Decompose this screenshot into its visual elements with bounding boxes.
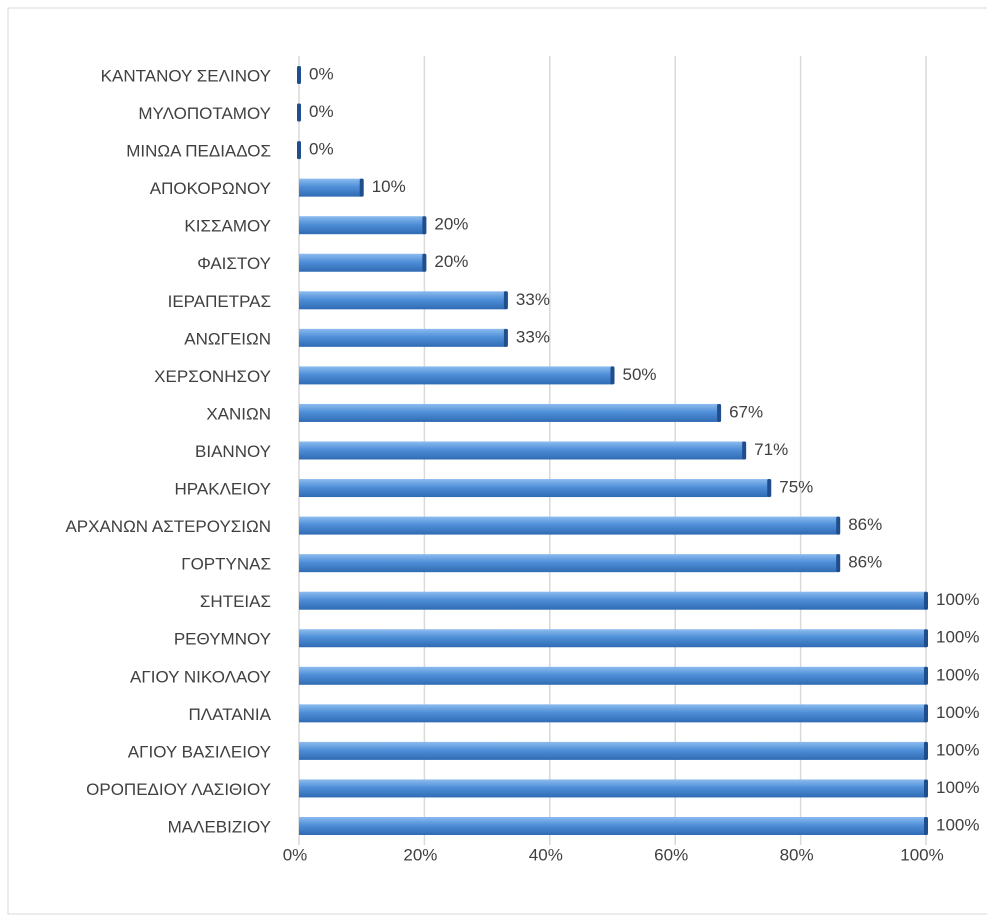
bar <box>299 441 745 460</box>
data-label: 0% <box>309 102 334 121</box>
data-label: 100% <box>936 740 979 759</box>
x-tick-label: 20% <box>403 845 437 864</box>
y-tick-label: ΚΙΣΣΑΜΟΥ <box>184 217 271 236</box>
bar-end <box>422 253 427 272</box>
bar <box>299 741 926 760</box>
data-label: 86% <box>848 553 882 572</box>
bar <box>299 479 770 498</box>
bar <box>299 591 926 610</box>
bar-end <box>297 66 301 84</box>
data-label: 86% <box>848 515 882 534</box>
bar <box>299 554 839 573</box>
y-tick-label: ΧΕΡΣΟΝΗΣΟΥ <box>154 367 271 386</box>
bar <box>299 666 926 685</box>
data-label: 0% <box>309 64 334 83</box>
y-tick-label: ΜΥΛΟΠΟΤΑΜΟΥ <box>138 104 271 123</box>
data-label: 10% <box>372 177 406 196</box>
bar-end <box>924 666 928 685</box>
bar-end <box>924 591 928 610</box>
x-tick-label: 100% <box>900 845 943 864</box>
y-tick-label: ΑΡΧΑΝΩΝ ΑΣΤΕΡΟΥΣΙΩΝ <box>65 517 271 536</box>
bar-end <box>422 216 427 235</box>
y-tick-label: ΑΓΙΟΥ ΒΑΣΙΛΕΙΟΥ <box>128 742 271 761</box>
bar-end <box>924 741 928 760</box>
bar-end <box>924 817 928 835</box>
bar-end <box>836 554 841 573</box>
y-tick-label: ΒΙΑΝΝΟΥ <box>195 442 271 461</box>
bar <box>299 779 926 798</box>
y-tick-label: ΑΓΙΟΥ ΝΙΚΟΛΑΟΥ <box>130 667 271 686</box>
y-tick-label: ΙΕΡΑΠΕΤΡΑΣ <box>168 292 271 311</box>
bar <box>299 366 613 385</box>
data-label: 0% <box>309 140 334 159</box>
bar <box>299 817 926 835</box>
bar <box>299 629 926 648</box>
bar-end <box>297 141 301 160</box>
bar-end <box>924 629 928 648</box>
y-tick-label: ΑΝΩΓΕΙΩΝ <box>184 329 271 348</box>
data-label: 71% <box>754 440 788 459</box>
x-tick-label: 0% <box>283 845 308 864</box>
bar-end <box>610 366 615 385</box>
bar <box>299 253 425 272</box>
x-tick-label: 40% <box>529 845 563 864</box>
y-tick-label: ΜΙΝΩΑ ΠΕΔΙΑΔΟΣ <box>126 142 271 161</box>
y-tick-label: ΗΡΑΚΛΕΙΟΥ <box>175 480 271 499</box>
data-label: 100% <box>936 815 979 834</box>
y-tick-label: ΟΡΟΠΕΔΙΟΥ ΛΑΣΙΘΙΟΥ <box>86 780 271 799</box>
data-label: 33% <box>516 327 550 346</box>
y-tick-label: ΦΑΙΣΤΟΥ <box>197 254 271 273</box>
bar <box>299 216 425 235</box>
bar-end <box>503 328 508 347</box>
data-label: 33% <box>516 290 550 309</box>
data-label: 75% <box>779 478 813 497</box>
bar <box>299 178 362 197</box>
bar <box>299 516 839 535</box>
data-label: 100% <box>936 590 979 609</box>
data-label: 100% <box>936 703 979 722</box>
bar <box>299 291 506 310</box>
data-label: 100% <box>936 628 979 647</box>
chart-frame <box>7 7 987 915</box>
bar-end <box>717 403 722 422</box>
bar <box>299 704 926 723</box>
x-tick-label: 80% <box>780 845 814 864</box>
y-tick-label: ΑΠΟΚΟΡΩΝΟΥ <box>150 179 271 198</box>
y-tick-label: ΧΑΝΙΩΝ <box>206 404 271 423</box>
y-tick-label: ΜΑΛΕΒΙΖΙΟΥ <box>168 817 271 836</box>
y-tick-label: ΚΑΝΤΑΝΟΥ ΣΕΛΙΝΟΥ <box>101 66 271 85</box>
data-label: 100% <box>936 778 979 797</box>
bar-end <box>359 178 364 197</box>
bar-end <box>924 704 928 723</box>
bar-end <box>924 779 928 798</box>
bar-end <box>742 441 747 460</box>
data-label: 20% <box>434 215 468 234</box>
bar-end <box>836 516 841 535</box>
bar-end <box>503 291 508 310</box>
y-tick-label: ΣΗΤΕΙΑΣ <box>200 592 271 611</box>
bar-end <box>767 479 772 498</box>
data-label: 50% <box>623 365 657 384</box>
x-tick-label: 60% <box>654 845 688 864</box>
bar <box>299 328 506 347</box>
data-label: 100% <box>936 665 979 684</box>
y-tick-label: ΡΕΘΥΜΝΟΥ <box>174 630 271 649</box>
data-label: 20% <box>434 252 468 271</box>
bar <box>299 403 720 422</box>
data-label: 67% <box>729 402 763 421</box>
bar-end <box>297 103 301 122</box>
y-tick-label: ΓΟΡΤΥΝΑΣ <box>181 555 271 574</box>
y-tick-label: ΠΛΑΤΑΝΙΑ <box>188 705 271 724</box>
